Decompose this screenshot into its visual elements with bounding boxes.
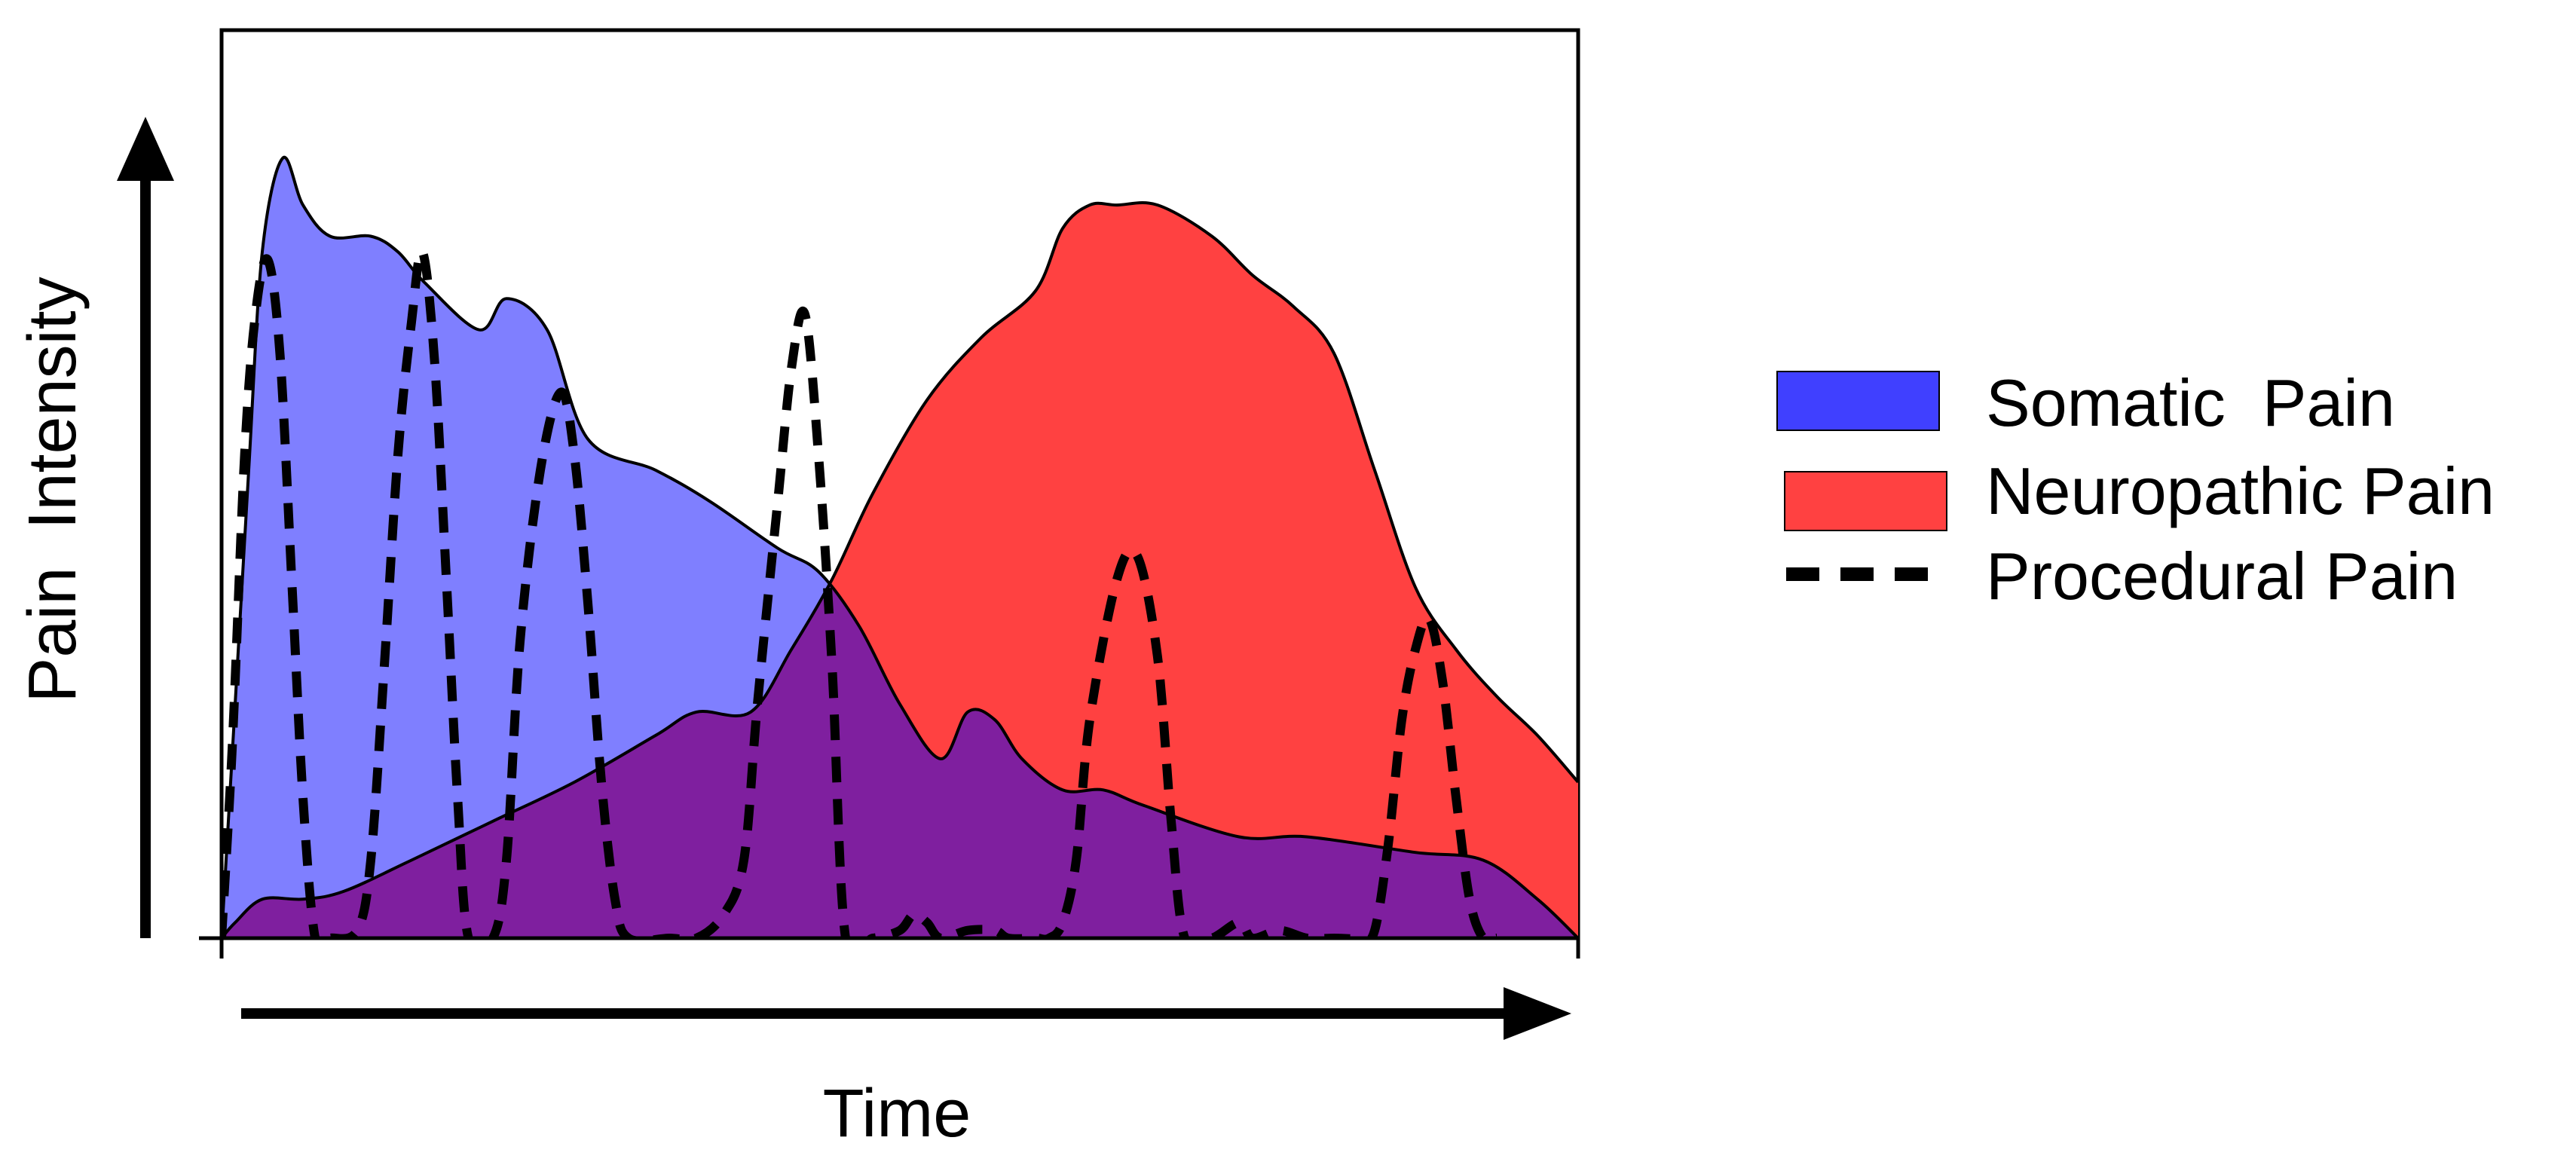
x-axis-arrowhead [1504, 987, 1571, 1040]
plot-area [222, 155, 1578, 938]
neuropathic-pain-outline [222, 201, 1578, 938]
somatic-pain-area [222, 157, 1578, 938]
legend-swatch-somatic [1776, 371, 1940, 431]
neuropathic-pain-area [222, 203, 1578, 938]
y-axis-arrowhead [117, 117, 174, 181]
x-axis-title: Time [823, 1076, 971, 1151]
legend-label-procedural: Procedural Pain [1986, 539, 2458, 613]
legend-label-neuropathic: Neuropathic Pain [1986, 454, 2495, 528]
legend: Somatic Pain Neuropathic Pain Procedural… [1776, 365, 2495, 613]
procedural-pain-line [222, 246, 1497, 938]
y-axis-title: Pain Intensity [15, 277, 90, 702]
legend-swatch-neuropathic [1784, 471, 1947, 531]
legend-label-somatic: Somatic Pain [1986, 365, 2395, 440]
somatic-pain-outline [222, 155, 1578, 938]
